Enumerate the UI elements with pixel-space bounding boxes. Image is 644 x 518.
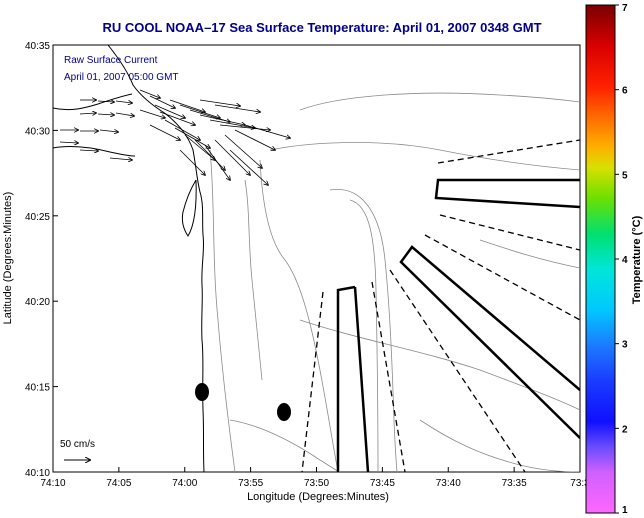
overlay-current-time: April 01, 2007 05:00 GMT [64,72,179,83]
colorbar [585,4,616,514]
colorbar-tick-label: 6 [622,86,628,97]
radial-dashed-lines [301,139,580,472]
station-marker-2 [277,403,291,421]
x-tick-label: 73:50 [304,478,329,489]
colorbar-tick-label: 3 [622,340,628,351]
y-axis-label: Latitude (Degrees:Minutes) [2,192,14,325]
y-axis-ticks: 40:35 40:30 40:25 40:20 40:15 40:10 [25,41,58,479]
station-marker-1 [195,383,209,401]
x-tick-label: 73:40 [436,478,461,489]
sandy-hook [181,179,197,237]
bathymetry-contours [209,92,580,472]
scale-label: 50 cm/s [60,439,95,450]
y-tick-label: 40:20 [25,297,50,308]
y-tick-label: 40:15 [25,383,50,394]
coastline [107,45,205,472]
x-axis-label: Longitude (Degrees:Minutes) [247,491,389,503]
coastline-north-bay [53,93,136,157]
x-tick-label: 74:05 [106,478,131,489]
x-tick-label: 73:45 [370,478,395,489]
x-axis-ticks: 74:10 74:05 74:00 73:55 73:50 73:45 73:40 73:35… [40,467,590,489]
colorbar-label: Temperature (°C) [631,215,643,304]
y-tick-label: 40:10 [25,468,50,479]
surface-current-vectors [59,89,290,185]
colorbar-ticks: 7 6 5 4 3 2 1 [615,3,628,516]
colorbar-tick-label: 2 [622,424,628,435]
overlay-current-label: Raw Surface Current [64,55,158,66]
x-tick-label: 73:35 [502,478,527,489]
colorbar-tick-label: 4 [622,255,628,266]
y-tick-label: 40:25 [25,212,50,223]
y-tick-label: 40:35 [25,41,50,52]
y-tick-label: 40:30 [25,126,50,137]
colorbar-tick-label: 7 [622,3,628,14]
x-tick-label: 73:3 [570,478,590,489]
x-tick-label: 74:10 [40,478,65,489]
colorbar-tick-label: 1 [622,505,628,516]
map-title: RU COOL NOAA–17 Sea Surface Temperature:… [102,20,541,35]
plot-area [52,44,581,473]
survey-wedges [336,178,580,472]
x-tick-label: 74:00 [172,478,197,489]
colorbar-tick-label: 5 [622,170,628,181]
x-tick-label: 73:55 [238,478,263,489]
